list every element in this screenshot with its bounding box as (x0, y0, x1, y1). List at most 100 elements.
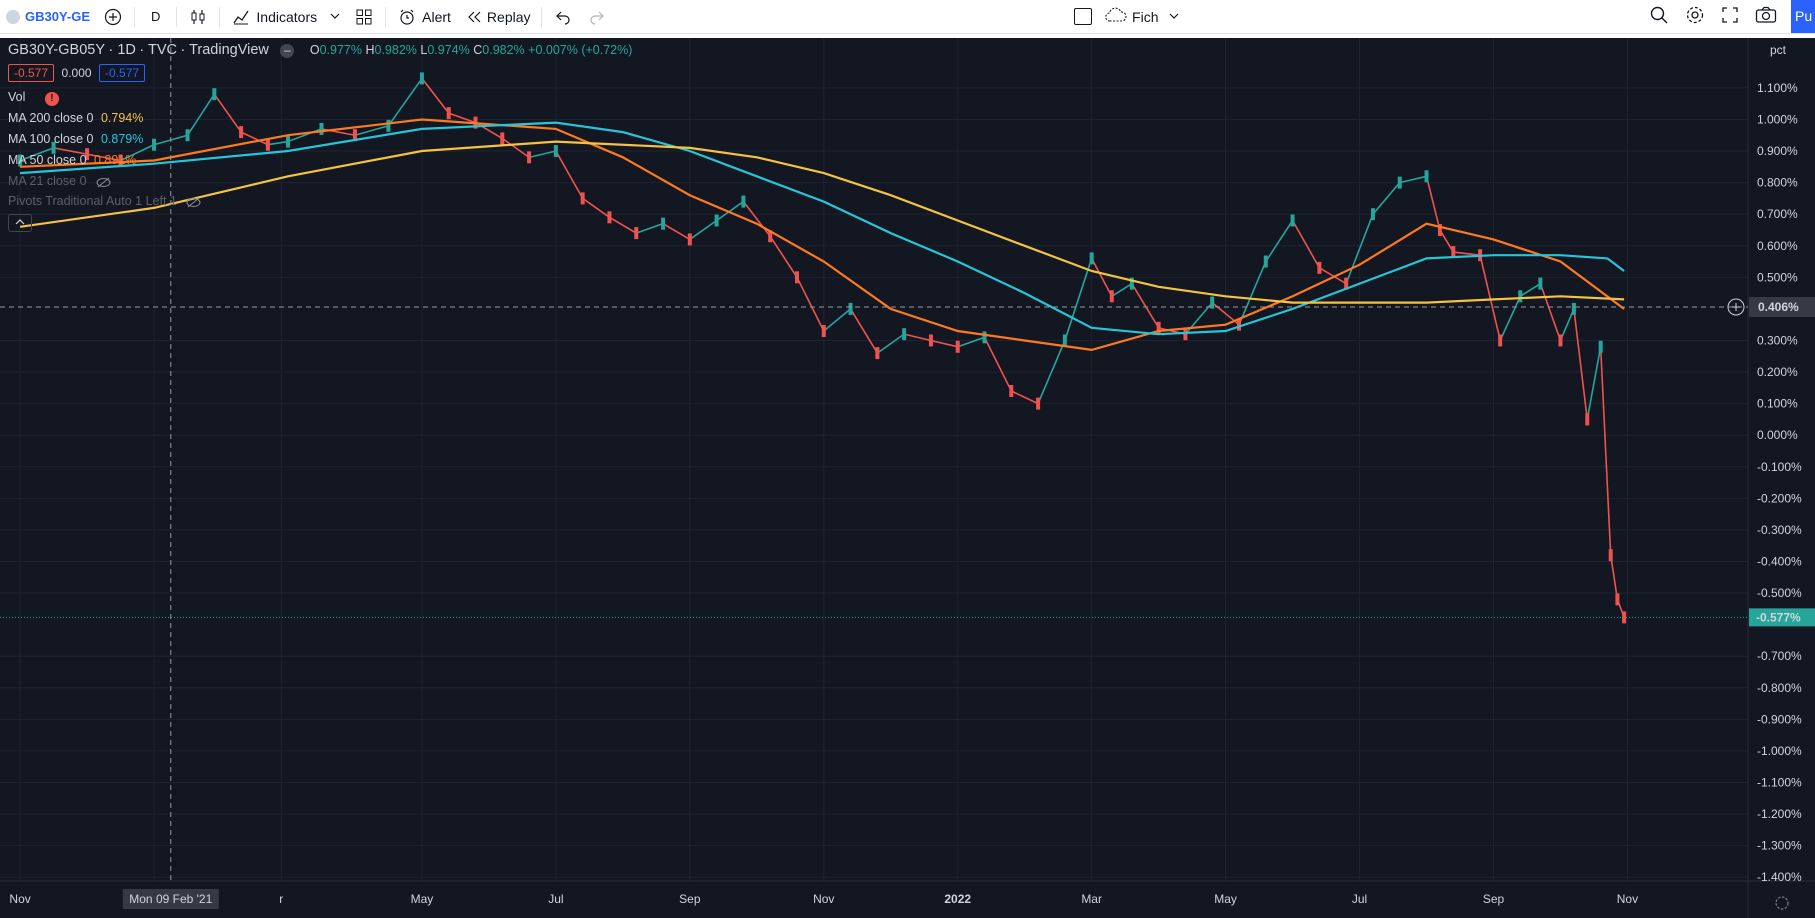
symbol-search-button[interactable]: GB30Y-GE (0, 0, 96, 34)
price-segment (53, 147, 88, 155)
indicators-label: Indicators (256, 8, 318, 25)
price-candle (1615, 593, 1620, 606)
price-segment (1238, 261, 1267, 325)
top-toolbar: GB30Y-GE D Indicators Alert (0, 0, 1815, 34)
ma21-legend[interactable]: MA 21 close 0 (8, 174, 111, 188)
toolbar-divider (219, 6, 221, 27)
replay-button[interactable]: Replay (457, 0, 537, 34)
y-tick-label: 0.700% (1757, 207, 1798, 221)
x-tick-label: r (279, 892, 283, 906)
price-segment (1599, 346, 1612, 556)
price-segment (1519, 282, 1541, 297)
price-segment (769, 235, 798, 278)
ma100-legend[interactable]: MA 100 close 0 0.879% (8, 132, 143, 146)
interval-button[interactable]: D (139, 0, 172, 34)
settings-button[interactable] (1677, 0, 1713, 34)
price-segment (421, 77, 450, 114)
price-segment (186, 93, 215, 136)
sell-button[interactable]: -0.577 (8, 64, 55, 82)
legend-collapse-icon[interactable]: – (280, 43, 295, 58)
alert-button[interactable]: Alert (390, 0, 457, 34)
chart-type-button[interactable] (181, 0, 215, 34)
price-candle (607, 211, 612, 224)
price-segment (1559, 308, 1575, 341)
price-candle (1062, 334, 1067, 347)
price-segment (1131, 283, 1160, 329)
add-alert-icon (1727, 298, 1745, 316)
publish-button[interactable]: Pu (1791, 0, 1815, 33)
chart-pane[interactable]: 1.100% 1.000% 0.900% 0.800% 0.700% 0.600% 0.50… (0, 38, 1815, 918)
settings-icon (1685, 5, 1705, 28)
eye-hidden-icon[interactable] (186, 197, 201, 208)
y-tick-label: -1.100% (1757, 775, 1802, 789)
layout-button[interactable] (1068, 0, 1098, 34)
price-candle (1437, 223, 1442, 236)
ohlc-low-label: L (420, 43, 428, 57)
price-candle (741, 195, 746, 208)
y-tick-label: 0.300% (1757, 333, 1798, 347)
save-layout-button[interactable]: Fich (1098, 0, 1186, 34)
snapshot-button[interactable] (1747, 0, 1785, 34)
compare-add-button[interactable] (96, 0, 130, 34)
ohlc-high-label: H (365, 43, 375, 57)
ma200-legend[interactable]: MA 200 close 0 0.794% (8, 111, 143, 125)
price-candle (1518, 290, 1523, 303)
legend-provider: TradingView (189, 42, 269, 58)
legend-symbol: GB30Y-GB05Y (8, 42, 105, 58)
price-candle (848, 302, 853, 315)
price-segment (1539, 283, 1562, 341)
price-candle (1183, 328, 1188, 341)
templates-button[interactable] (347, 0, 381, 34)
spread-value: 0.000 (61, 66, 92, 80)
buy-button[interactable]: -0.577 (99, 64, 146, 82)
y-tick-label: -1.400% (1757, 870, 1802, 884)
ma200-value: 0.794% (100, 111, 144, 125)
legend-sep: · (108, 42, 118, 58)
price-segment (662, 222, 691, 241)
price-candle (1598, 340, 1603, 353)
toolbar-divider (540, 6, 542, 27)
price-segment (849, 308, 879, 354)
crosshair-date-label: Mon 09 Feb '21 (129, 892, 212, 906)
indicators-button[interactable]: Indicators (224, 0, 323, 34)
pivots-legend[interactable]: Pivots Traditional Auto 1 Left 1 (8, 194, 201, 208)
price-candle (794, 271, 799, 284)
price-candle (661, 217, 666, 230)
y-tick-label: 0.600% (1757, 239, 1798, 253)
legend-source: TVC (147, 42, 177, 58)
price-candle (768, 230, 773, 243)
ma50-legend[interactable]: MA 50 close 0 0.891% (8, 153, 136, 167)
search-button[interactable] (1641, 0, 1677, 34)
ohlc-open: 0.977% (319, 43, 362, 57)
templates-icon (353, 6, 375, 28)
redo-button[interactable] (580, 0, 614, 34)
price-candle (527, 151, 532, 164)
x-tick-label: Jul (1352, 892, 1367, 906)
price-chart[interactable]: 1.100% 1.000% 0.900% 0.800% 0.700% 0.600% 0.50… (0, 38, 1815, 918)
price-segment (1425, 176, 1441, 231)
undo-button[interactable] (546, 0, 580, 34)
y-tick-label: 0.200% (1757, 365, 1798, 379)
indicators-dropdown-button[interactable] (323, 0, 347, 34)
price-candle (1608, 549, 1613, 562)
vol-indicator-legend[interactable]: Vol ! (8, 90, 59, 106)
price-candle (1009, 384, 1014, 397)
ma50-line (20, 118, 1625, 352)
price-segment (1318, 267, 1347, 285)
ma21-label: MA 21 close 0 (8, 174, 87, 188)
price-segment (609, 216, 637, 234)
price-candle (1451, 246, 1456, 259)
legend-toggle-button[interactable] (8, 214, 32, 232)
price-candle (352, 129, 357, 142)
eye-hidden-icon[interactable] (96, 177, 111, 188)
price-segment (501, 137, 530, 159)
price-candle (152, 138, 157, 151)
y-tick-label: 0.500% (1757, 270, 1798, 284)
ohlc-close: 0.982% (482, 43, 525, 57)
y-tick-label: -0.400% (1757, 554, 1802, 568)
price-candle (500, 132, 505, 145)
price-candle (1317, 261, 1322, 274)
fullscreen-button[interactable] (1713, 0, 1747, 34)
ohlc-low: 0.974% (427, 43, 470, 57)
price-candle (634, 227, 639, 240)
